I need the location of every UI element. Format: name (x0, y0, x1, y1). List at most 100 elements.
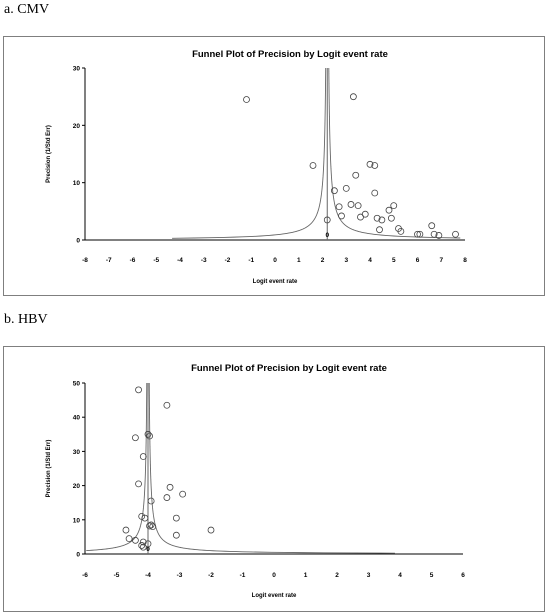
data-point (323, 216, 331, 224)
data-point (149, 523, 157, 531)
data-point (135, 480, 142, 488)
y-tick-label: 10 (73, 517, 81, 524)
x-axis-label: Logit event rate (252, 593, 297, 599)
data-point (342, 184, 350, 192)
data-point (172, 514, 180, 522)
y-tick-label: 20 (73, 123, 81, 130)
y-axis-label: Precision (1/Std Err) (46, 440, 52, 498)
data-point (430, 230, 438, 238)
chart-title: Funnel Plot of Precision by Logit event … (192, 49, 388, 60)
data-point (146, 432, 153, 440)
funnel-curve-right (328, 68, 461, 239)
data-point (335, 203, 343, 211)
data-point (144, 540, 152, 548)
data-point (147, 497, 155, 505)
chart-title: Funnel Plot of Precision by Logit event … (191, 363, 387, 374)
chart-frame-hbv (3, 346, 545, 612)
data-point (397, 227, 405, 235)
data-point (135, 386, 142, 394)
data-point (452, 230, 459, 238)
x-tick-label: 0 (273, 257, 277, 264)
x-tick-label: -5 (153, 257, 159, 264)
chart-0: Funnel Plot of Precision by Logit event … (46, 49, 467, 285)
data-point (390, 202, 398, 210)
data-point (366, 160, 374, 168)
data-point (138, 542, 146, 549)
data-point (338, 212, 345, 220)
x-tick-label: 3 (367, 572, 371, 579)
funnel-curve-right (148, 382, 395, 554)
data-point (131, 434, 139, 442)
chart-1: Funnel Plot of Precision by Logit event … (46, 363, 465, 599)
data-point (373, 214, 381, 222)
data-point (163, 494, 171, 501)
data-point (387, 214, 395, 222)
data-point (371, 162, 379, 169)
y-tick-label: 0 (76, 552, 80, 559)
data-point (138, 512, 146, 520)
x-tick-label: 4 (398, 572, 402, 579)
x-tick-label: 3 (344, 257, 348, 264)
y-tick-label: 10 (73, 180, 81, 187)
data-point (141, 514, 149, 522)
x-tick-label: 1 (297, 257, 301, 264)
x-tick-label: 6 (416, 257, 420, 264)
data-point (361, 210, 369, 218)
data-point (243, 96, 250, 103)
data-point (179, 490, 187, 498)
x-tick-label: 5 (392, 257, 396, 264)
data-point (122, 526, 130, 534)
data-point (125, 535, 133, 543)
data-point (144, 430, 152, 438)
funnel-curve-left (86, 382, 148, 552)
data-point (435, 232, 443, 239)
data-point (352, 171, 360, 179)
x-tick-label: -2 (225, 257, 231, 264)
data-point (428, 222, 436, 230)
y-tick-label: 40 (73, 415, 81, 422)
x-tick-label: 2 (321, 257, 325, 264)
data-point (376, 226, 383, 234)
x-axis-label: Logit event rate (253, 279, 298, 285)
x-tick-label: 4 (368, 257, 372, 264)
x-tick-label: 6 (461, 572, 465, 579)
y-tick-label: 30 (73, 449, 81, 456)
x-tick-label: -7 (106, 257, 112, 264)
panel-label-cmv: a. CMV (4, 2, 50, 17)
y-tick-label: 30 (73, 66, 81, 73)
x-tick-label: 0 (272, 572, 276, 579)
data-point (378, 216, 386, 224)
x-tick-label: -3 (177, 572, 183, 579)
data-point (385, 206, 393, 214)
x-tick-label: -8 (82, 257, 88, 264)
x-tick-label: -5 (114, 572, 120, 579)
data-point (347, 201, 355, 208)
data-point (354, 202, 362, 210)
data-point (139, 453, 147, 460)
x-tick-label: -6 (82, 572, 88, 579)
x-tick-label: 5 (430, 572, 434, 579)
chart-frame-cmv (3, 36, 545, 296)
y-tick-label: 50 (73, 381, 81, 388)
y-axis-label: Precision (1/Std Err) (46, 125, 52, 183)
x-tick-label: 2 (335, 572, 339, 579)
data-point (139, 543, 147, 551)
data-point (309, 162, 317, 169)
x-tick-label: -4 (177, 257, 183, 264)
x-tick-label: -6 (130, 257, 136, 264)
y-tick-label: 0 (76, 238, 80, 245)
x-tick-label: -3 (201, 257, 207, 264)
funnel-center-tick-label: 0 (146, 546, 150, 553)
x-tick-label: 8 (463, 257, 467, 264)
x-tick-label: 7 (439, 257, 443, 264)
data-point (163, 401, 171, 409)
x-tick-label: -1 (248, 257, 254, 264)
data-point (330, 187, 338, 195)
x-tick-label: -4 (145, 572, 151, 579)
data-point (172, 531, 180, 539)
x-tick-label: -1 (240, 572, 246, 579)
data-point (414, 230, 421, 238)
data-point (146, 522, 153, 530)
data-point (131, 536, 139, 544)
